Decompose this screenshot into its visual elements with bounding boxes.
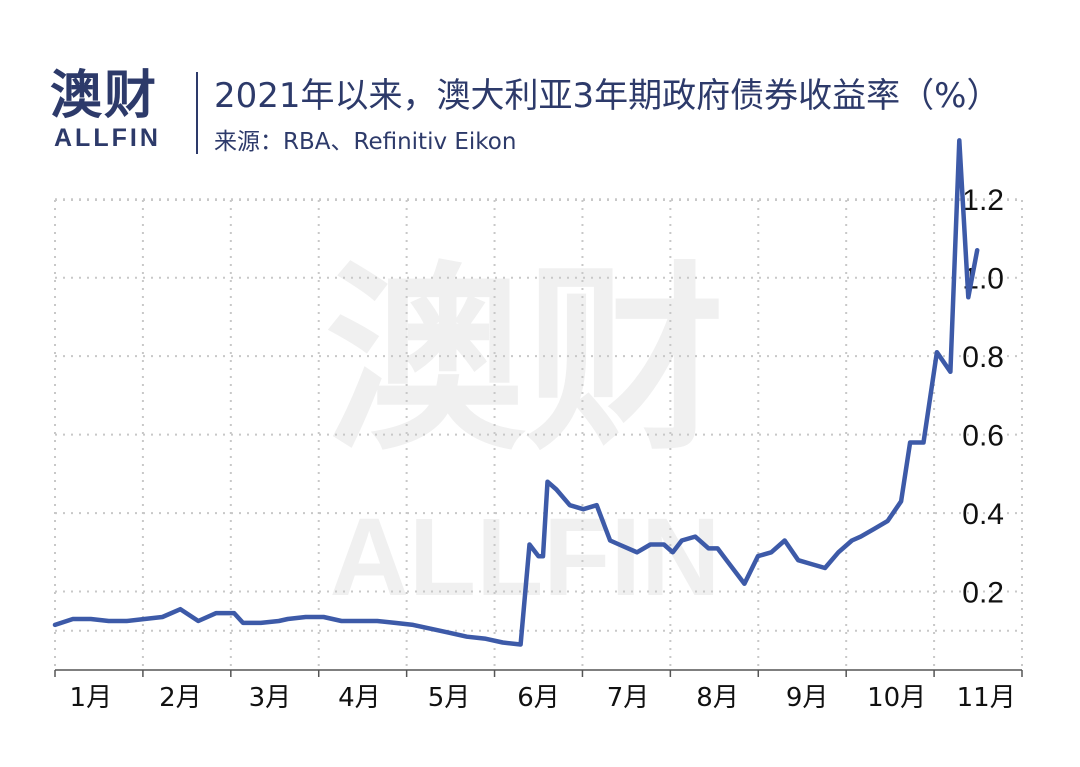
series-layer	[52, 138, 980, 647]
x-tick-label: 10月	[867, 683, 926, 713]
header-divider	[196, 72, 198, 154]
x-tick-label: 2月	[159, 683, 202, 713]
y-tick-label: 0.6	[962, 420, 1004, 453]
y-tick-label: 1.2	[962, 184, 1004, 217]
chart-title: 2021年以来，澳大利亚3年期政府债券收益率（%）	[214, 76, 1001, 116]
y-tick-label: 0.4	[962, 498, 1004, 531]
x-tick-label: 4月	[338, 683, 381, 713]
logo-chinese: 澳财	[50, 66, 159, 126]
x-tick-label: 11月	[957, 683, 1016, 713]
x-tick-label: 3月	[249, 683, 292, 713]
logo: 澳财 ALLFIN	[50, 66, 185, 156]
x-axis-ticks: 1月 2月 3月 4月 5月 6月 7月 8月 9月 10月 11月	[54, 670, 1023, 713]
series-line	[52, 138, 980, 647]
x-tick-label: 1月	[70, 683, 113, 713]
y-axis-ticks: 0.20.40.60.81.01.2	[962, 184, 1004, 609]
x-tick-label: 8月	[696, 683, 739, 713]
chart-source: 来源：RBA、Refinitiv Eikon	[214, 129, 517, 155]
watermark: 澳财 ALLFIN	[325, 245, 725, 619]
y-tick-label: 0.8	[962, 341, 1004, 374]
grid	[54, 198, 1023, 670]
x-tick-label: 5月	[428, 683, 471, 713]
x-tick-label: 9月	[786, 683, 829, 713]
y-tick-label: 0.2	[962, 577, 1004, 610]
x-tick-label: 6月	[517, 683, 560, 713]
watermark-chinese: 澳财	[325, 245, 725, 478]
x-tick-label: 7月	[607, 683, 650, 713]
logo-english: ALLFIN	[54, 124, 161, 152]
